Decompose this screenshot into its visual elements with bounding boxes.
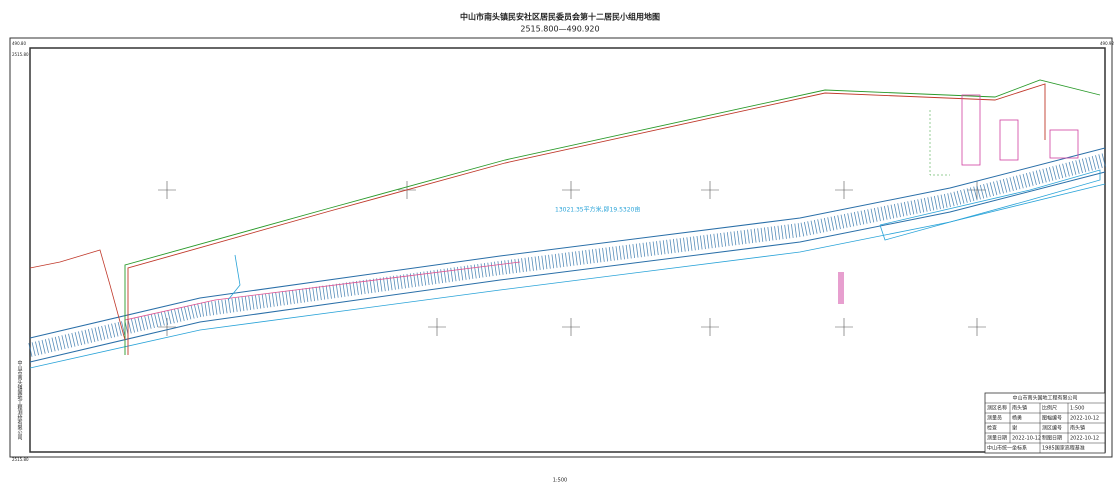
table-cell: 比例尺 [1042, 405, 1057, 412]
map-title: 中山市南头镇民安社区居民委员会第十二居民小组用地图 [460, 12, 660, 22]
table-cell: 测量员 [987, 415, 1002, 422]
table-cell: 谢 [1012, 425, 1017, 432]
boundary [29, 79, 1101, 355]
crosshairs [158, 181, 986, 336]
outer-frame [9, 37, 1113, 458]
scale-label: 1:500 [553, 478, 567, 484]
railway [28, 147, 1107, 369]
table-cell: 杨勇 [1012, 415, 1022, 422]
corner-label: 490.80 [12, 41, 26, 46]
corner-label: 2515.80 [12, 52, 29, 57]
table-cell: 2022-10-12 [1012, 436, 1041, 442]
table-cell: 2022-10-12 [1070, 436, 1099, 442]
corner-label: 2515.80 [12, 457, 29, 462]
table-cell: 1985国家高程基准 [1042, 445, 1085, 452]
area-label: 13021.35平方米,即19.5320亩 [555, 206, 640, 214]
table-cell: 2022-10-12 [1070, 416, 1099, 422]
table-cell: 检查 [987, 425, 997, 432]
side-text: 中山市南头镇国地工程测绘有限公司 [17, 359, 23, 440]
table-cell: 测量日期 [987, 435, 1007, 442]
table-cell: 测区编号 [1042, 425, 1062, 432]
inner-frame [29, 47, 1106, 453]
company-name: 中山市南头国地工程有限公司 [1012, 395, 1077, 402]
table-cell: 1:500 [1070, 406, 1084, 412]
table-cell: 测区名称 [987, 405, 1007, 412]
table-cell: 图幅编号 [1042, 415, 1062, 422]
table-cell: 南头镇 [1012, 405, 1027, 412]
table-cell: 中山市统一坐标系 [987, 445, 1027, 452]
table-cell: 制图日期 [1042, 435, 1062, 442]
corner-label: 490.92 [1100, 41, 1114, 46]
table-cell: 南头镇 [1070, 425, 1085, 432]
map-subtitle: 2515.800—490.920 [520, 25, 599, 34]
